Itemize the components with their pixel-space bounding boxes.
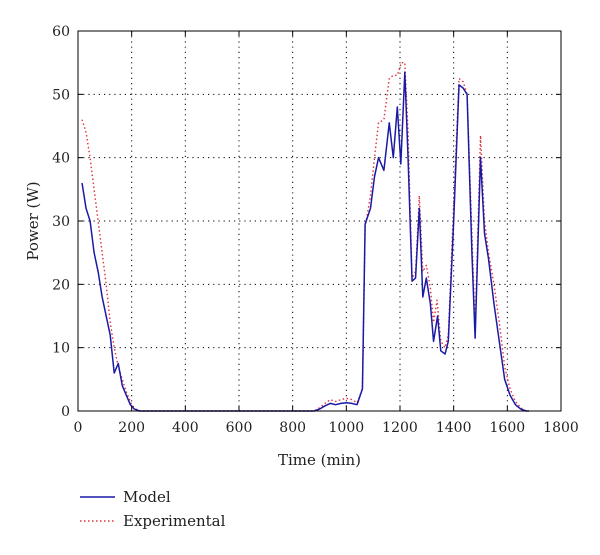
x-tick-label: 1400 (436, 420, 472, 436)
y-tick-label: 40 (52, 151, 70, 167)
x-tick-label: 1200 (382, 420, 418, 436)
y-axis-label: Power (W) (24, 181, 42, 260)
x-tick-label: 200 (118, 420, 145, 436)
x-tick-label: 1600 (490, 420, 526, 436)
y-tick-label: 10 (52, 341, 70, 357)
y-tick-label: 20 (52, 277, 70, 293)
y-tick-label: 0 (61, 404, 70, 420)
x-tick-label: 1000 (329, 420, 365, 436)
legend: Model Experimental (80, 488, 226, 530)
y-tick-label: 30 (52, 214, 70, 230)
ticks: 0 200 400 600 800 1000 1200 1400 1600 1800 0 10 20 30… (52, 24, 579, 436)
x-tick-label: 1800 (543, 420, 579, 436)
legend-label-model: Model (123, 488, 171, 506)
x-axis-label: Time (min) (278, 451, 361, 469)
x-tick-label: 800 (279, 420, 306, 436)
y-tick-label: 50 (52, 87, 70, 103)
x-tick-label: 600 (226, 420, 253, 436)
x-tick-label: 400 (172, 420, 199, 436)
legend-label-experimental: Experimental (123, 512, 226, 530)
y-tick-label: 60 (52, 24, 70, 40)
grid (78, 31, 561, 411)
series-layer (81, 61, 529, 412)
series-line-model (81, 71, 529, 412)
x-tick-label: 0 (74, 420, 83, 436)
